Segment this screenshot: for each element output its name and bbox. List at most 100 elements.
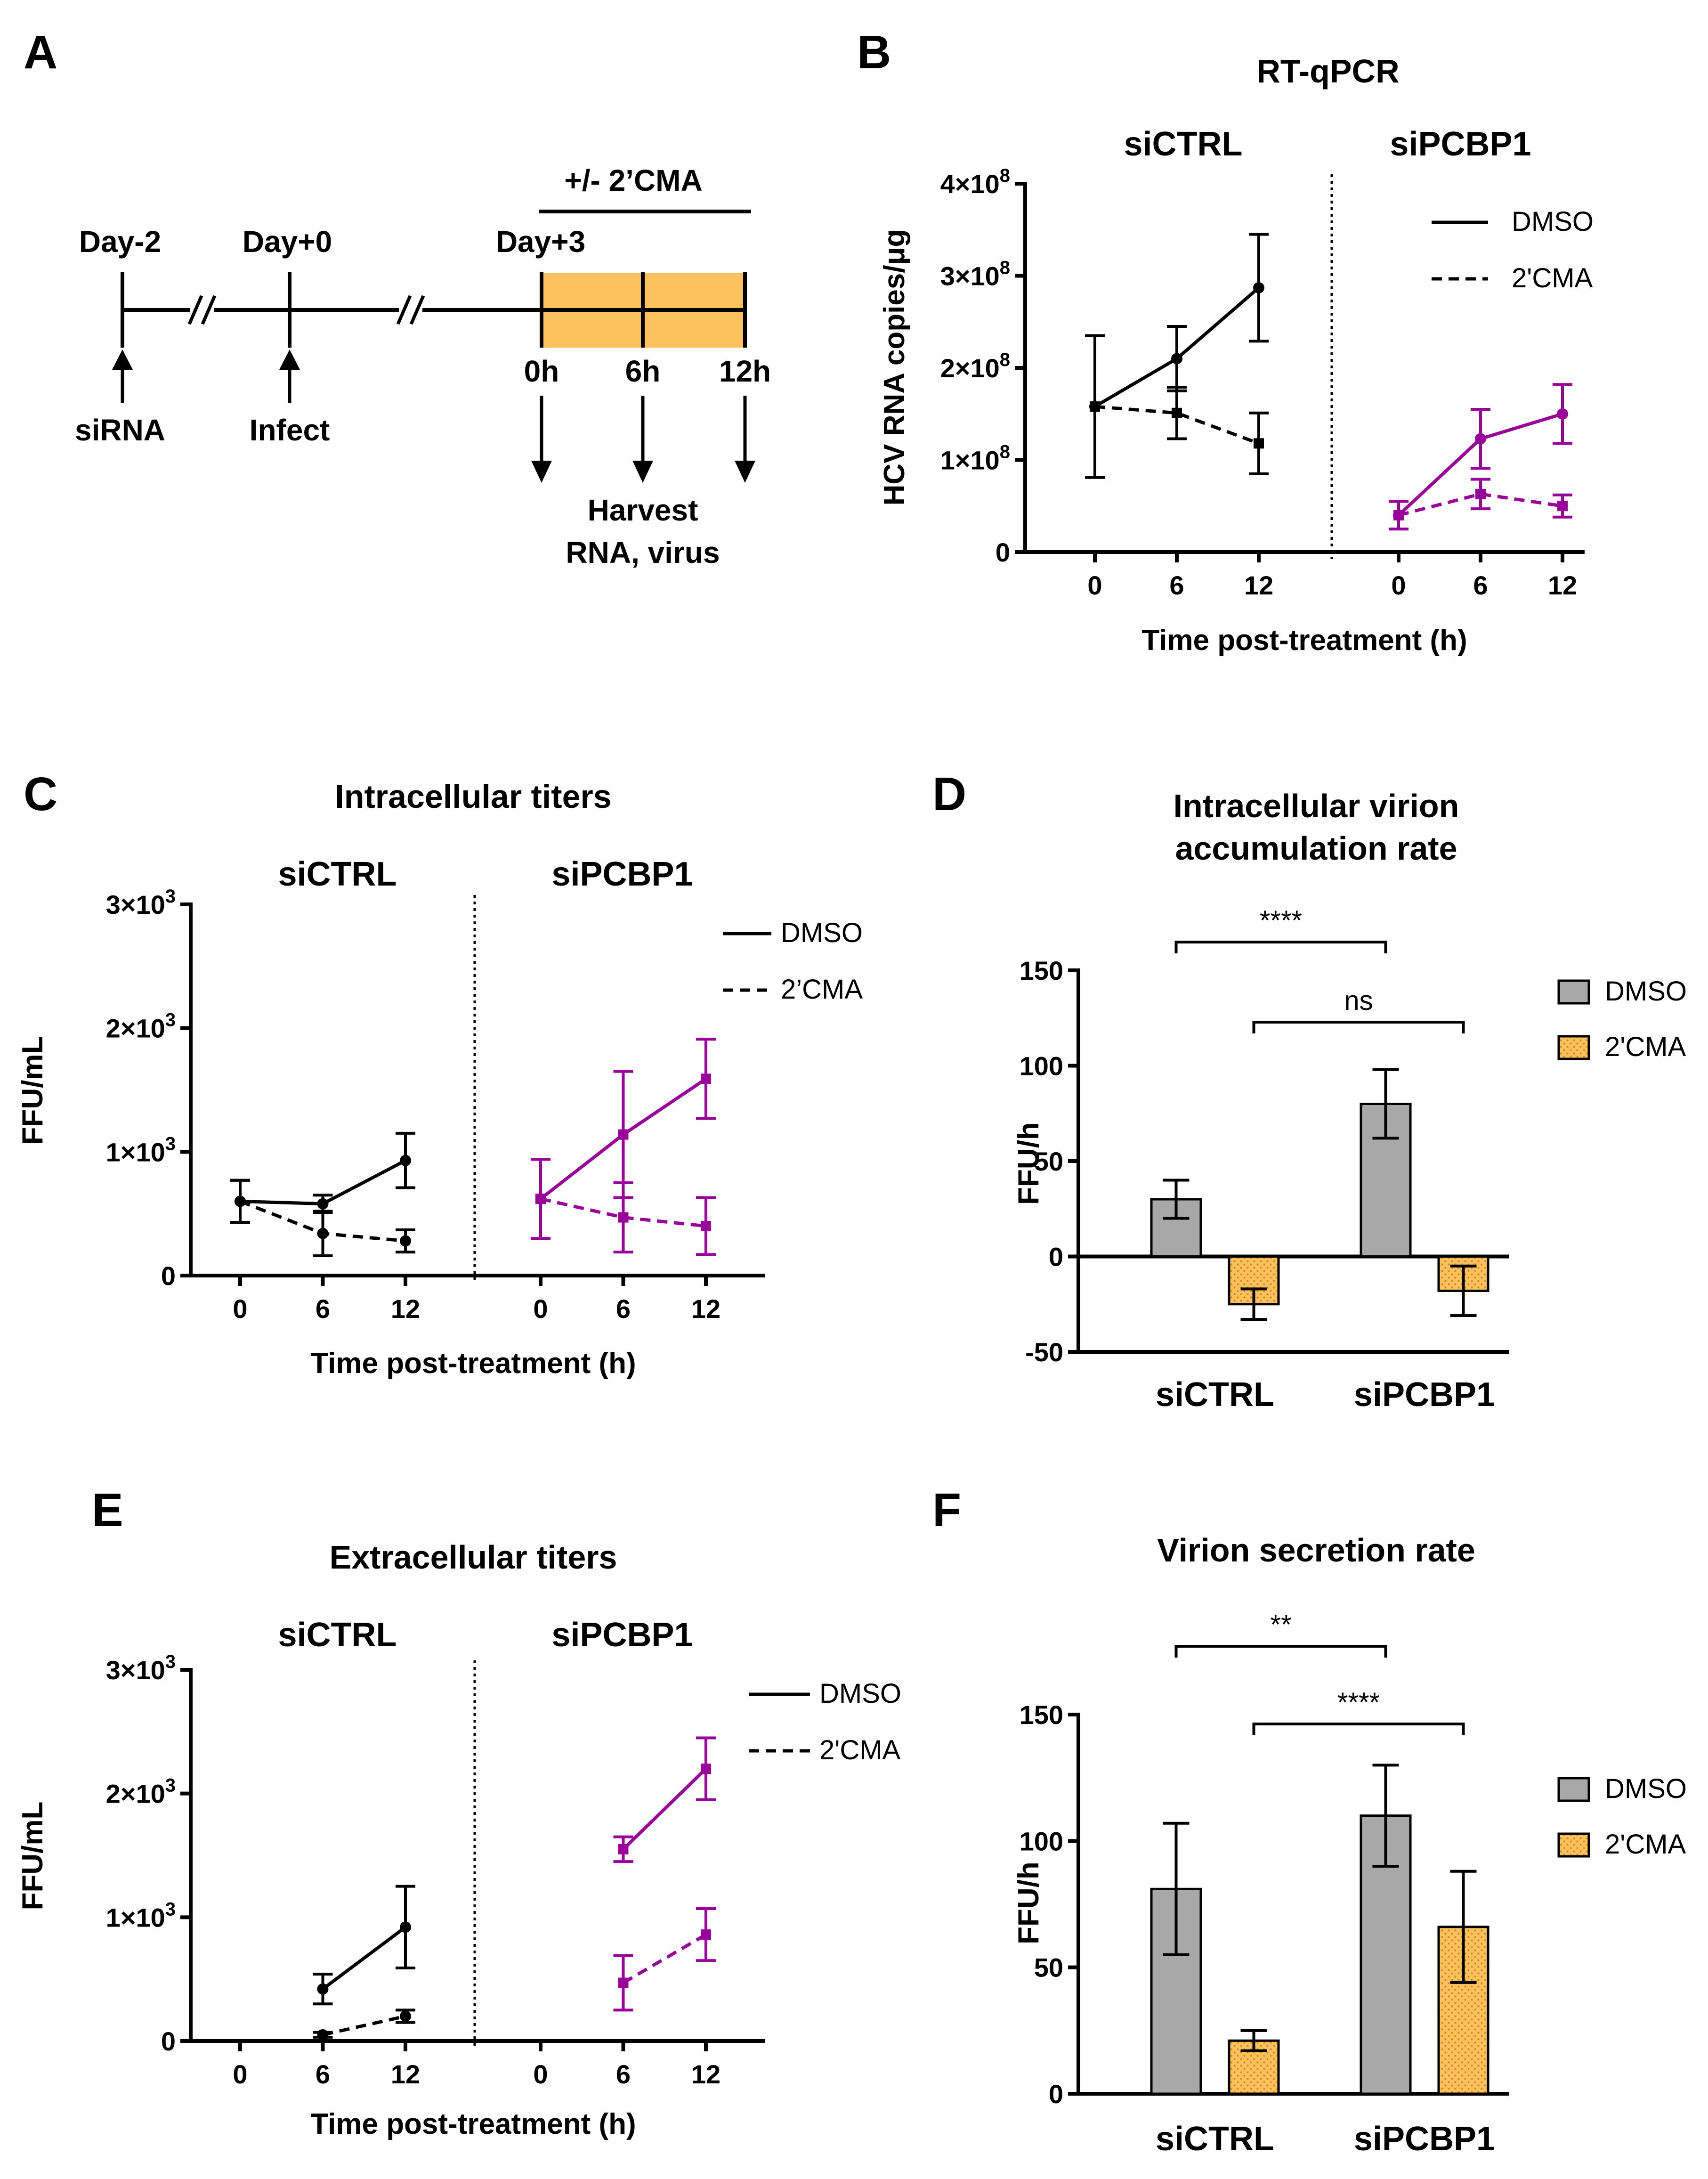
series <box>1085 233 1269 479</box>
significance-bracket <box>1252 1723 1465 1735</box>
panel-a: A +/- 2’CMA Day-2 Day+0 Day+3 <box>24 26 771 569</box>
panel-label: F <box>932 1484 961 1537</box>
panel-label: C <box>24 768 57 821</box>
x-tick-label: 6 <box>616 1294 631 1324</box>
series-line <box>622 1767 707 1851</box>
series-line <box>540 1197 706 1228</box>
data-point <box>317 1228 329 1239</box>
x-tick-label: 6 <box>316 2059 330 2089</box>
significance-label: ** <box>1270 1610 1291 1640</box>
y-tick-label: 2×108 <box>940 350 1010 383</box>
x-tick-label: 12 <box>1548 570 1577 600</box>
y-axis-label: FFU/h <box>1012 1122 1045 1205</box>
x-tick-label: 0 <box>533 2059 548 2089</box>
series <box>613 1907 716 2012</box>
legend-label: 2'CMA <box>1605 1829 1686 1860</box>
panel-label: D <box>932 768 966 821</box>
y-tick-label: 3×103 <box>106 1651 176 1685</box>
y-tick-label: 150 <box>1020 1700 1063 1730</box>
x-tick-label: 12 <box>1244 570 1273 600</box>
significance-label: ns <box>1344 985 1373 1016</box>
series-line <box>322 1926 407 1991</box>
chart-title: RT-qPCR <box>1256 53 1399 89</box>
up-arrow <box>112 350 133 403</box>
series-line <box>1094 405 1260 445</box>
legend-swatch <box>1557 1777 1590 1802</box>
group-label: siCTRL <box>278 1616 397 1654</box>
data-point <box>701 1764 711 1774</box>
legend-swatch <box>1557 1832 1590 1858</box>
x-tick-label: 12 <box>691 1294 720 1324</box>
x-axis-label: Time post-treatment (h) <box>310 1347 636 1380</box>
y-axis-label: FFU/mL <box>16 1036 49 1145</box>
y-tick-label: 1×108 <box>940 442 1010 475</box>
x-tick-label: 0 <box>533 1294 548 1324</box>
x-axis-label: Time post-treatment (h) <box>1141 624 1467 657</box>
x-tick-label: 6 <box>1473 570 1488 600</box>
data-point <box>1253 282 1264 293</box>
panel-b: B RT-qPCR 0 1×108 2×108 3×108 4×108 0 6 12 0 6 12 siC… <box>857 26 1594 657</box>
series <box>613 1736 716 1863</box>
timeline-break <box>396 294 425 325</box>
y-tick-label: 0 <box>1049 2079 1063 2109</box>
panel-e: E Extracellular titers 0 1×103 2×103 3×103 0 6 1… <box>16 1484 901 2140</box>
down-arrow <box>632 396 653 483</box>
data-point <box>701 1929 711 1940</box>
panel-d: D Intracellular virion accumulation rate -5… <box>932 768 1687 1414</box>
series <box>230 1179 415 1257</box>
x-tick-label: 12 <box>691 2059 720 2089</box>
sirna-label: siRNA <box>75 413 165 447</box>
y-tick-label: -50 <box>1025 1337 1063 1367</box>
significance-bracket <box>1174 1645 1387 1658</box>
x-tick-label: 12 <box>391 2059 420 2089</box>
y-tick-label: 100 <box>1020 1051 1063 1081</box>
data-point <box>618 1844 629 1854</box>
data-point <box>1254 438 1264 449</box>
up-arrow <box>279 350 300 403</box>
chart-title: Intracellular virion <box>1174 788 1459 824</box>
y-tick-label: 3×103 <box>106 886 176 919</box>
series-line <box>622 1933 707 1984</box>
series <box>1085 334 1269 479</box>
legend-label: DMSO <box>1512 206 1594 237</box>
group-label: siPCBP1 <box>551 1616 693 1654</box>
series <box>1150 1068 1412 1258</box>
data-point <box>400 1235 411 1247</box>
data-point <box>1475 488 1486 499</box>
bar <box>1228 2039 1280 2095</box>
data-point <box>317 1198 329 1210</box>
series <box>313 2008 415 2041</box>
data-point <box>235 1195 246 1207</box>
panel-f: F Virion secretion rate 0 50 100 150 FFU/h siCT… <box>932 1484 1687 2158</box>
legend-label: DMSO <box>1605 976 1687 1007</box>
chart-title: Intracellular titers <box>335 778 611 815</box>
hour-label-12: 12h <box>719 354 771 388</box>
data-point <box>317 2029 329 2041</box>
y-tick-label: 4×108 <box>940 165 1010 199</box>
hour-label-6: 6h <box>625 354 661 388</box>
chart-title: accumulation rate <box>1175 830 1457 867</box>
y-tick-label: 0 <box>161 2026 176 2056</box>
day-label-3: Day+3 <box>496 225 585 259</box>
series <box>1150 1764 1412 2095</box>
harvest-label: Harvest <box>588 493 698 527</box>
data-point <box>400 1155 411 1166</box>
day-label-0: Day+0 <box>243 225 332 259</box>
y-axis-label: FFU/mL <box>16 1802 49 1911</box>
significance-label: **** <box>1337 1687 1380 1718</box>
y-tick-label: 0 <box>1049 1242 1063 1272</box>
category-label: siPCBP1 <box>1354 1376 1495 1414</box>
group-label: siCTRL <box>278 855 397 893</box>
legend-label: DMSO <box>781 918 863 948</box>
y-axis-label: FFU/h <box>1012 1862 1045 1944</box>
x-tick-label: 0 <box>233 2059 247 2089</box>
data-point <box>1090 401 1100 412</box>
x-tick-label: 6 <box>1169 570 1184 600</box>
data-point <box>701 1220 711 1231</box>
data-point <box>701 1073 711 1084</box>
data-point <box>618 1977 629 1988</box>
x-tick-label: 6 <box>616 2059 631 2089</box>
legend-swatch <box>1557 1035 1590 1060</box>
y-tick-label: 50 <box>1034 1953 1063 1983</box>
